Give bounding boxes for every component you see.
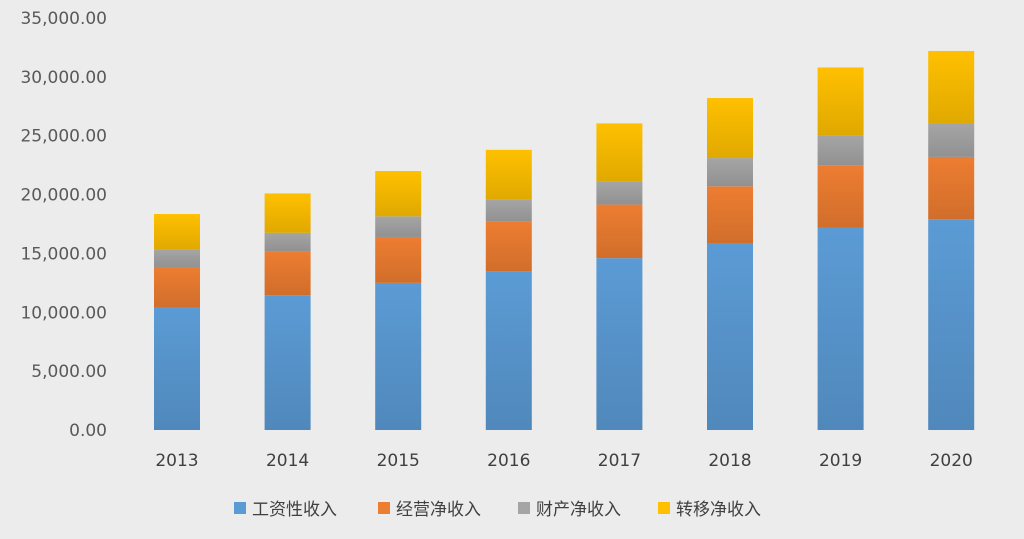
bar-segment bbox=[707, 243, 753, 430]
bar-segment bbox=[707, 158, 753, 187]
bar-segment bbox=[928, 123, 975, 157]
y-tick-label: 30,000.00 bbox=[20, 68, 107, 88]
bar-segment bbox=[264, 232, 311, 252]
bars bbox=[154, 50, 975, 430]
legend-label: 工资性收入 bbox=[252, 500, 337, 520]
legend-swatch bbox=[378, 502, 390, 514]
bar-segment bbox=[928, 219, 975, 430]
bar-segment bbox=[375, 236, 422, 283]
bar-segment bbox=[596, 204, 643, 259]
bar-segment bbox=[817, 67, 864, 136]
bar-segment bbox=[485, 271, 532, 430]
bar-segment bbox=[817, 227, 864, 430]
y-tick-label: 35,000.00 bbox=[20, 9, 107, 29]
x-tick-label: 2016 bbox=[487, 451, 530, 471]
bar-segment bbox=[375, 171, 422, 217]
y-tick-label: 10,000.00 bbox=[20, 303, 107, 323]
y-axis: 0.00 5,000.00 10,000.00 15,000.00 20,000.00 2… bbox=[20, 9, 107, 441]
bar-segment bbox=[154, 307, 200, 430]
x-tick-label: 2018 bbox=[708, 451, 751, 471]
x-tick-label: 2020 bbox=[930, 451, 973, 471]
bar-segment bbox=[375, 282, 422, 430]
legend-swatch bbox=[518, 502, 530, 514]
y-tick-label: 25,000.00 bbox=[20, 127, 107, 147]
bar-segment bbox=[485, 149, 532, 200]
y-tick-label: 20,000.00 bbox=[20, 186, 107, 206]
legend-label: 财产净收入 bbox=[536, 500, 621, 520]
bar-segment bbox=[264, 251, 311, 296]
bar-segment bbox=[485, 221, 532, 272]
bar-segment bbox=[928, 50, 975, 124]
bar-segment bbox=[154, 266, 200, 308]
bar-segment bbox=[154, 249, 200, 267]
bar-segment bbox=[154, 213, 200, 250]
legend-swatch bbox=[658, 502, 670, 514]
bar-segment bbox=[707, 98, 753, 159]
x-axis: 2013 2014 2015 2016 2017 2018 2019 2020 bbox=[155, 451, 972, 471]
bar-segment bbox=[596, 258, 643, 430]
bar-segment bbox=[264, 193, 311, 233]
bar-segment bbox=[596, 181, 643, 205]
x-tick-label: 2013 bbox=[155, 451, 198, 471]
y-tick-label: 5,000.00 bbox=[31, 362, 107, 382]
x-tick-label: 2017 bbox=[598, 451, 641, 471]
bar-segment bbox=[264, 295, 311, 430]
bar-segment bbox=[928, 156, 975, 220]
bar-segment bbox=[596, 123, 643, 182]
y-tick-label: 15,000.00 bbox=[20, 244, 107, 264]
legend-label: 转移净收入 bbox=[676, 500, 761, 520]
legend: 工资性收入 经营净收入 财产净收入 转移净收入 bbox=[234, 500, 761, 520]
x-tick-label: 2015 bbox=[377, 451, 420, 471]
x-tick-label: 2019 bbox=[819, 451, 862, 471]
bar-segment bbox=[817, 135, 864, 166]
legend-label: 经营净收入 bbox=[396, 500, 481, 520]
bar-segment bbox=[707, 186, 753, 244]
bar-segment bbox=[375, 216, 422, 237]
x-tick-label: 2014 bbox=[266, 451, 309, 471]
y-tick-label: 0.00 bbox=[69, 421, 107, 441]
bar-segment bbox=[817, 165, 864, 228]
legend-swatch bbox=[234, 502, 246, 514]
bar-segment bbox=[485, 199, 532, 222]
